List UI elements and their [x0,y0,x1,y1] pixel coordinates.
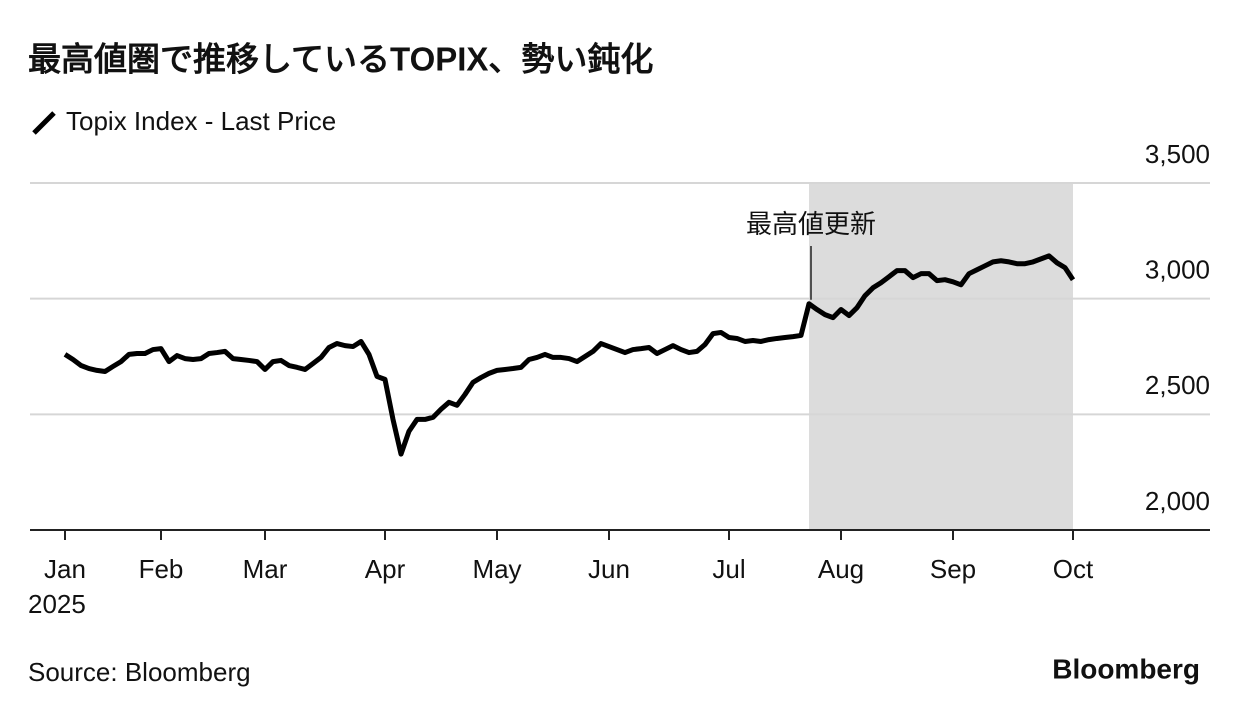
y-tick-label: 2,000 [1145,486,1210,516]
source: Source: Bloomberg [28,657,251,687]
x-year-label: 2025 [28,589,86,619]
x-tick-label: Apr [365,554,406,584]
y-tick-label: 2,500 [1145,370,1210,400]
x-tick-label: Jul [712,554,745,584]
brand: Bloomberg [1052,653,1200,684]
highlight-span [809,183,1073,530]
y-tick-label: 3,500 [1145,139,1210,169]
x-tick-label: Jun [588,554,630,584]
x-tick-label: Mar [243,554,288,584]
x-tick-label: Oct [1053,554,1094,584]
x-tick-label: May [472,554,521,584]
x-tick-label: Feb [139,554,184,584]
y-tick-label: 3,000 [1145,255,1210,285]
x-tick-label: Aug [818,554,864,584]
legend-label: Topix Index - Last Price [66,106,336,136]
annotation-text: 最高値更新 [746,209,876,239]
series-line [63,253,1076,457]
legend-swatch [32,111,56,135]
x-tick-label: Jan [44,554,86,584]
x-tick-label: Sep [930,554,976,584]
chart-title: 最高値圏で推移しているTOPIX、勢い鈍化 [28,41,653,78]
